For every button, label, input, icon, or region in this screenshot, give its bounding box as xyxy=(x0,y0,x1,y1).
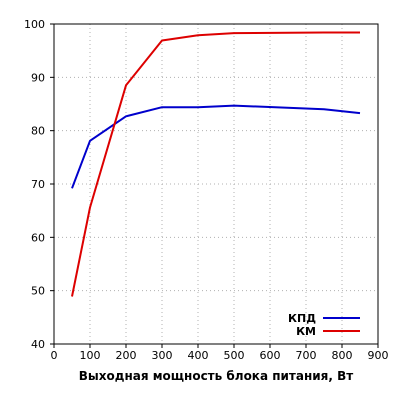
y-tick-label: 50 xyxy=(31,285,45,298)
axes xyxy=(50,23,379,348)
x-tick-label: 100 xyxy=(80,349,101,362)
x-axis-label: Выходная мощность блока питания, Вт xyxy=(79,369,354,383)
x-tick-label: 0 xyxy=(51,349,58,362)
series-line-2 xyxy=(71,31,360,297)
x-tick-label: 700 xyxy=(296,349,317,362)
x-tick-label: 800 xyxy=(332,349,353,362)
x-tick-label: 900 xyxy=(368,349,389,362)
legend-label-2: КМ xyxy=(296,325,316,338)
x-tick-label: 200 xyxy=(116,349,137,362)
y-tick-label: 40 xyxy=(31,338,45,351)
x-tick-label: 500 xyxy=(224,349,245,362)
y-tick-label: 60 xyxy=(31,231,45,244)
x-tick-labels: 0 100 200 300 400 500 600 700 800 900 xyxy=(51,349,389,362)
y-tick-label: 90 xyxy=(31,71,45,84)
series-line-1 xyxy=(71,104,361,189)
legend-label-1: КПД xyxy=(288,312,316,325)
x-tick-label: 300 xyxy=(152,349,173,362)
y-tick-label: 100 xyxy=(24,18,45,31)
y-tick-label: 80 xyxy=(31,125,45,138)
y-tick-label: 70 xyxy=(31,178,45,191)
series-lines xyxy=(71,31,361,297)
x-tick-label: 400 xyxy=(188,349,209,362)
gridlines xyxy=(54,24,378,344)
y-tick-labels: 40 50 60 70 80 90 100 xyxy=(24,18,45,351)
x-tick-label: 600 xyxy=(260,349,281,362)
